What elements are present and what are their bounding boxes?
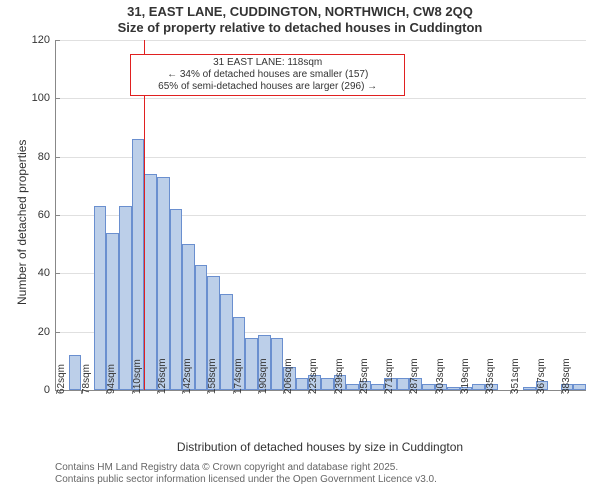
plot-area: 02040608010012062sqm78sqm94sqm110sqm126s…: [55, 40, 586, 391]
histogram-bar: [321, 378, 334, 390]
footer-line1: Contains HM Land Registry data © Crown c…: [55, 462, 437, 474]
histogram-bar: [94, 206, 107, 390]
y-tick: 100: [32, 92, 56, 104]
chart-footer: Contains HM Land Registry data © Crown c…: [55, 462, 437, 486]
y-tick: 20: [38, 326, 56, 338]
x-tick: 367sqm: [536, 358, 547, 394]
histogram-bar: [195, 265, 208, 390]
x-tick: 335sqm: [485, 358, 496, 394]
x-tick: 383sqm: [561, 358, 572, 394]
x-tick: 255sqm: [359, 358, 370, 394]
annotation-line2: ← 34% of detached houses are smaller (15…: [135, 69, 400, 81]
grid-line: [56, 98, 586, 99]
x-tick: 319sqm: [460, 358, 471, 394]
x-tick: 206sqm: [283, 358, 294, 394]
x-tick: 110sqm: [132, 359, 143, 394]
x-tick: 223sqm: [308, 358, 319, 394]
histogram-bar: [523, 387, 536, 390]
y-axis-label: Number of detached properties: [15, 140, 29, 305]
x-tick: 126sqm: [157, 358, 168, 394]
y-tick: 80: [38, 151, 56, 163]
histogram-bar: [573, 384, 586, 390]
x-axis-label: Distribution of detached houses by size …: [55, 440, 585, 454]
histogram-bar: [132, 139, 145, 390]
x-tick: 190sqm: [258, 358, 269, 394]
x-tick: 287sqm: [409, 358, 420, 394]
chart-container: 31, EAST LANE, CUDDINGTON, NORTHWICH, CW…: [0, 0, 600, 500]
x-tick: 78sqm: [81, 364, 92, 394]
chart-title: 31, EAST LANE, CUDDINGTON, NORTHWICH, CW…: [0, 4, 600, 35]
chart-title-line1: 31, EAST LANE, CUDDINGTON, NORTHWICH, CW…: [0, 4, 600, 20]
x-tick: 239sqm: [334, 358, 345, 394]
annotation-line1: 31 EAST LANE: 118sqm: [135, 57, 400, 69]
histogram-bar: [346, 384, 359, 390]
x-tick: 303sqm: [435, 358, 446, 394]
histogram-bar: [170, 209, 183, 390]
histogram-bar: [472, 384, 485, 390]
x-tick: 94sqm: [106, 364, 117, 394]
x-tick: 271sqm: [384, 358, 395, 394]
y-tick: 0: [44, 384, 56, 396]
chart-title-line2: Size of property relative to detached ho…: [0, 20, 600, 36]
histogram-bar: [119, 206, 132, 390]
histogram-bar: [422, 384, 435, 390]
annotation-line3: 65% of semi-detached houses are larger (…: [135, 81, 400, 93]
x-tick: 62sqm: [56, 364, 67, 394]
footer-line2: Contains public sector information licen…: [55, 474, 437, 486]
grid-line: [56, 40, 586, 41]
y-tick: 40: [38, 267, 56, 279]
annotation-box: 31 EAST LANE: 118sqm← 34% of detached ho…: [130, 54, 405, 96]
x-tick: 351sqm: [510, 358, 521, 394]
x-tick: 174sqm: [233, 358, 244, 394]
x-tick: 142sqm: [182, 358, 193, 394]
histogram-bar: [245, 338, 258, 391]
histogram-bar: [144, 174, 157, 390]
histogram-bar: [371, 384, 384, 390]
x-tick: 158sqm: [207, 358, 218, 394]
histogram-bar: [69, 355, 82, 390]
histogram-bar: [271, 338, 284, 391]
histogram-bar: [220, 294, 233, 390]
histogram-bar: [296, 378, 309, 390]
histogram-bar: [397, 378, 410, 390]
y-tick: 120: [32, 34, 56, 46]
y-tick: 60: [38, 209, 56, 221]
histogram-bar: [447, 387, 460, 390]
